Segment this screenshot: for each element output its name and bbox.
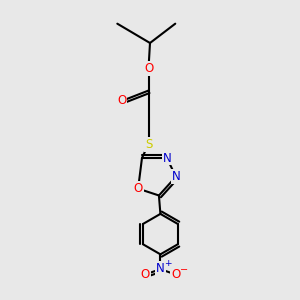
Text: O: O (117, 94, 126, 107)
Text: S: S (145, 138, 152, 151)
Text: O: O (144, 62, 153, 75)
Text: O: O (134, 182, 143, 195)
Text: N: N (163, 152, 171, 164)
Text: O: O (171, 268, 181, 281)
Text: +: + (164, 259, 172, 268)
Text: −: − (180, 265, 188, 275)
Text: N: N (156, 262, 165, 275)
Text: N: N (172, 170, 180, 183)
Text: O: O (140, 268, 150, 281)
